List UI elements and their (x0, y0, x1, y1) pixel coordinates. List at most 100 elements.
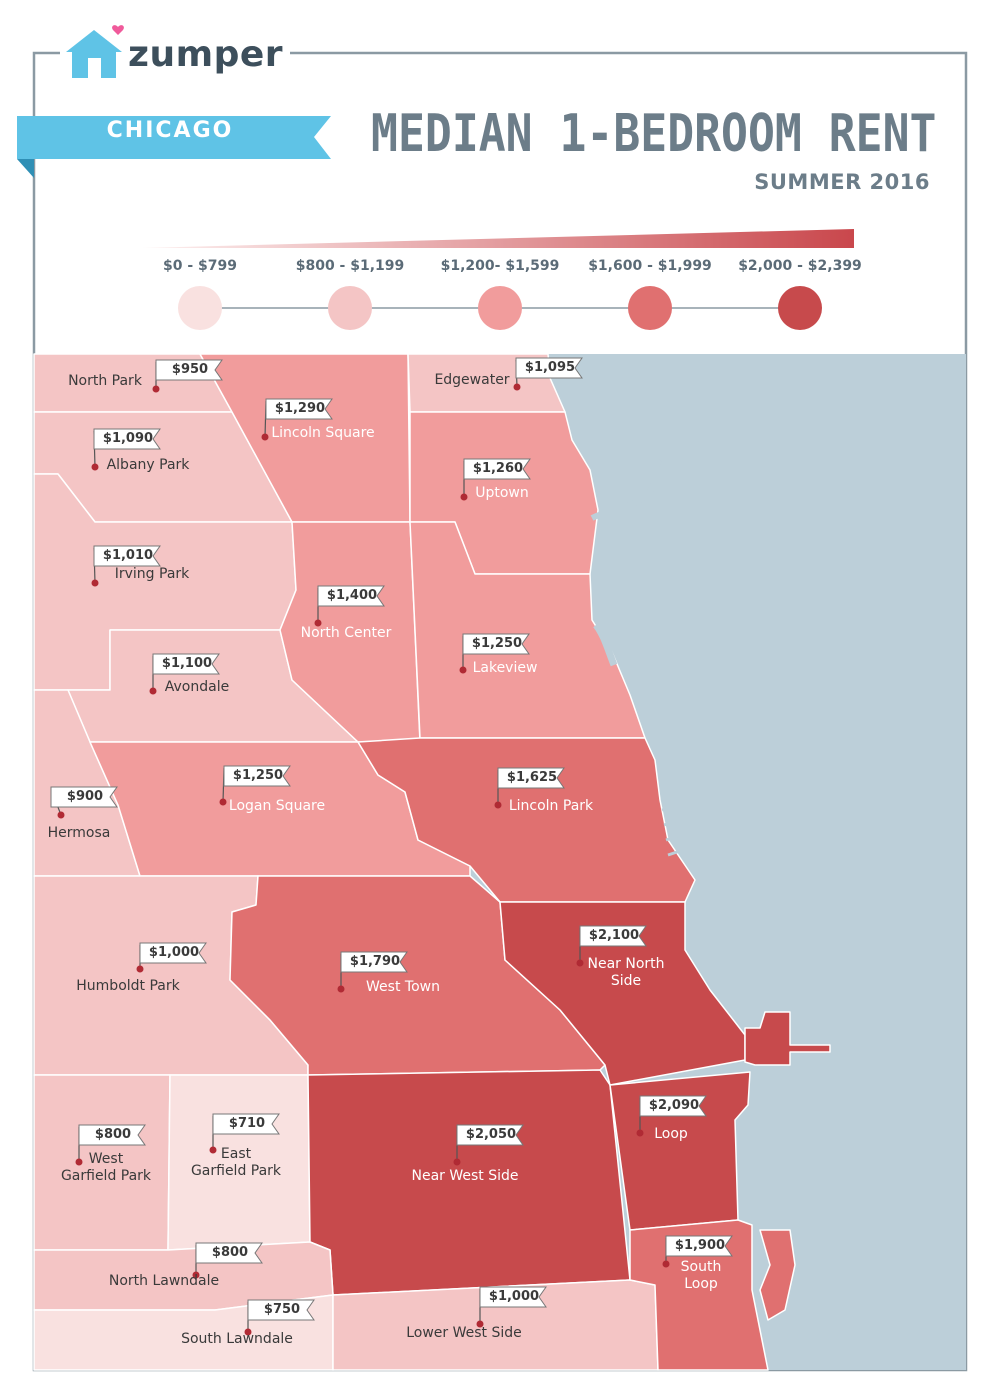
location-pin-icon (192, 1271, 200, 1279)
location-pin-icon (209, 1146, 217, 1154)
price-flag-hermosa (50, 786, 118, 808)
city-label: CHICAGO (106, 118, 234, 143)
neighborhood-name-avondale: Avondale (164, 679, 230, 695)
price-label-north-lawndale: $800 (211, 1245, 249, 1260)
price-label-lower-west-side: $1,000 (488, 1289, 540, 1304)
price-flag-near-north-side (579, 925, 647, 947)
city-ribbon (17, 116, 331, 178)
price-label-west-town: $1,790 (349, 954, 401, 969)
price-flag-lincoln-park (497, 767, 565, 789)
location-pin-icon (662, 1260, 670, 1268)
legend-swatch-4 (778, 286, 822, 330)
price-flag-north-center (317, 585, 385, 607)
price-label-loop: $2,090 (648, 1098, 700, 1113)
price-label-albany-park: $1,090 (102, 431, 154, 446)
neighborhood-name-near-north-side: Near North Side (587, 956, 665, 989)
neighborhood-name-hermosa: Hermosa (47, 825, 111, 841)
price-label-lincoln-square: $1,290 (274, 401, 326, 416)
price-label-edgewater: $1,095 (524, 360, 576, 375)
legend-label-1: $800 - $1,199 (295, 258, 405, 274)
region-streeterville-pier (744, 1011, 831, 1066)
price-flag-south-lawndale (247, 1299, 315, 1321)
price-label-hermosa: $900 (66, 789, 104, 804)
legend-label-2: $1,200- $1,599 (440, 258, 560, 274)
location-pin-icon (513, 383, 521, 391)
location-pin-icon (75, 1158, 83, 1166)
neighborhood-name-lakeview: Lakeview (472, 660, 538, 676)
price-flag-near-west-side (456, 1124, 524, 1146)
price-flag-irving-park (93, 545, 161, 567)
price-label-humboldt-park: $1,000 (148, 945, 200, 960)
price-label-north-center: $1,400 (326, 588, 378, 603)
legend-swatch-1 (328, 286, 372, 330)
location-pin-icon (57, 811, 65, 819)
neighborhood-name-south-lawndale: South Lawndale (181, 1331, 293, 1347)
price-flag-lakeview (462, 633, 530, 655)
house-heart-icon (66, 25, 124, 78)
location-pin-icon (314, 619, 322, 627)
region-lincoln-park (357, 737, 696, 903)
location-pin-icon (152, 385, 160, 393)
legend-label-4: $2,000 - $2,399 (738, 258, 862, 274)
neighborhood-name-logan-square: Logan Square (228, 798, 326, 814)
price-flag-logan-square (223, 765, 291, 787)
price-flag-north-lawndale (195, 1242, 263, 1264)
legend-label-0: $0 - $799 (162, 258, 237, 274)
legend-swatch-2 (478, 286, 522, 330)
location-pin-icon (91, 579, 99, 587)
location-pin-icon (460, 493, 468, 501)
price-flag-albany-park (93, 428, 161, 450)
price-label-south-lawndale: $750 (263, 1302, 301, 1317)
price-flag-loop (639, 1095, 707, 1117)
neighborhood-name-west-town: West Town (366, 979, 440, 995)
price-flag-west-town (340, 951, 408, 973)
price-flag-north-park (155, 359, 223, 381)
price-label-lincoln-park: $1,625 (506, 770, 558, 785)
location-pin-icon (453, 1158, 461, 1166)
price-label-irving-park: $1,010 (102, 548, 154, 563)
price-flag-lincoln-square (265, 398, 333, 420)
location-pin-icon (476, 1320, 484, 1328)
price-label-north-park: $950 (171, 362, 209, 377)
neighborhood-name-lincoln-square: Lincoln Square (271, 425, 375, 441)
location-pin-icon (91, 463, 99, 471)
location-pin-icon (576, 959, 584, 967)
neighborhood-name-north-park: North Park (68, 373, 142, 389)
location-pin-icon (459, 666, 467, 674)
region-south-loop (629, 1219, 769, 1371)
price-label-near-north-side: $2,100 (588, 928, 640, 943)
price-label-near-west-side: $2,050 (465, 1127, 517, 1142)
price-label-avondale: $1,100 (161, 656, 213, 671)
neighborhood-name-near-west-side: Near West Side (411, 1168, 519, 1184)
location-pin-icon (261, 433, 269, 441)
location-pin-icon (219, 798, 227, 806)
price-label-lakeview: $1,250 (471, 636, 523, 651)
neighborhood-name-south-loop: South Loop (680, 1259, 722, 1292)
price-label-west-garfield-park: $800 (94, 1127, 132, 1142)
neighborhood-name-west-garfield-park: West Garfield Park (60, 1151, 152, 1184)
price-label-south-loop: $1,900 (674, 1238, 726, 1253)
price-flag-avondale (152, 653, 220, 675)
neighborhood-name-east-garfield-park: East Garfield Park (190, 1146, 282, 1179)
neighborhood-name-albany-park: Albany Park (106, 457, 190, 473)
price-label-east-garfield-park: $710 (228, 1116, 266, 1131)
neighborhood-name-lower-west-side: Lower West Side (406, 1325, 522, 1341)
neighborhood-name-humboldt-park: Humboldt Park (76, 978, 180, 994)
page-title: MEDIAN 1-BEDROOM RENT (370, 104, 936, 164)
region-northerly-island (759, 1229, 796, 1321)
neighborhood-name-north-lawndale: North Lawndale (108, 1273, 220, 1289)
price-flag-west-garfield-park (78, 1124, 146, 1146)
location-pin-icon (636, 1129, 644, 1137)
page-subtitle: SUMMER 2016 (754, 170, 930, 194)
location-pin-icon (136, 965, 144, 973)
brand-name: zumper (128, 34, 284, 75)
legend-label-3: $1,600 - $1,999 (588, 258, 712, 274)
legend-gradient-bar (142, 229, 854, 248)
neighborhood-name-uptown: Uptown (475, 485, 529, 501)
price-flag-edgewater (515, 357, 583, 379)
location-pin-icon (494, 801, 502, 809)
price-label-logan-square: $1,250 (232, 768, 284, 783)
neighborhood-name-irving-park: Irving Park (114, 566, 190, 582)
price-flag-east-garfield-park (212, 1113, 280, 1135)
